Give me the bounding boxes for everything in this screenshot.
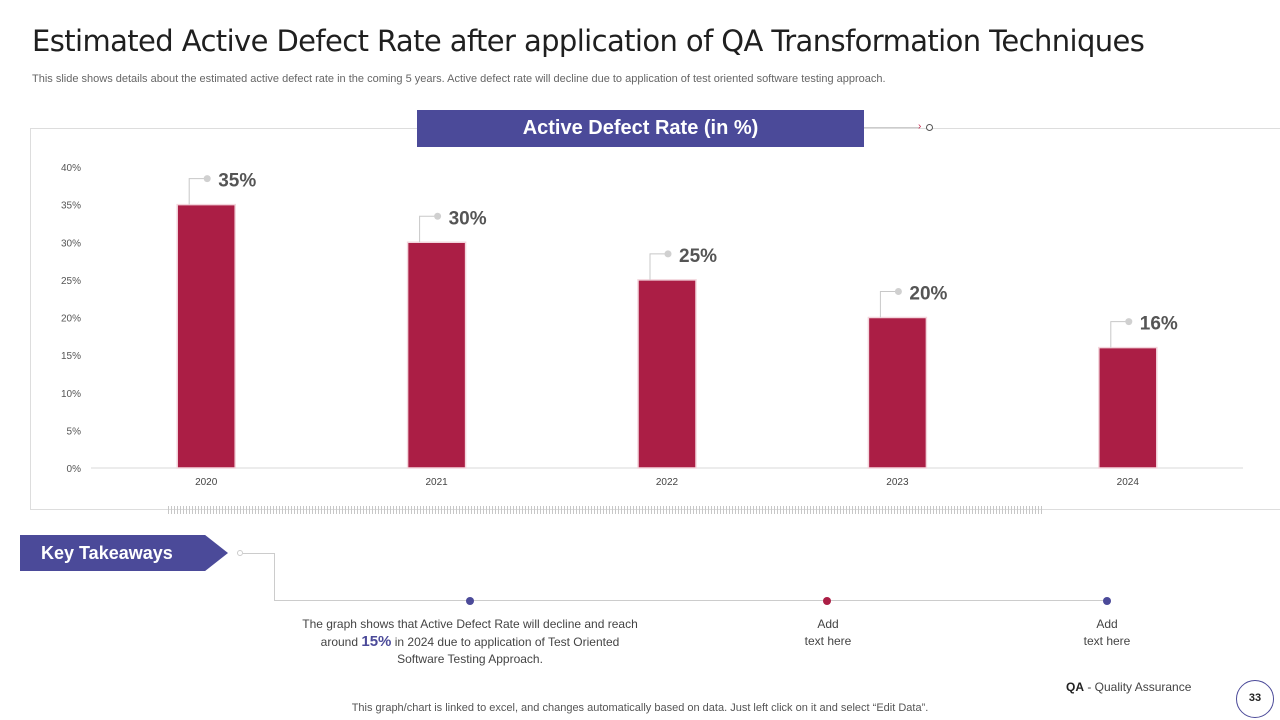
page-number: 33 — [1236, 680, 1274, 718]
footnote: This graph/chart is linked to excel, and… — [0, 702, 1280, 714]
chevron-right-icon: › — [918, 121, 922, 132]
decorative-hatch-strip — [168, 506, 1042, 514]
y-tick-label: 10% — [61, 389, 81, 400]
connector-line — [243, 553, 275, 554]
y-tick-label: 0% — [67, 464, 82, 475]
y-tick-label: 40% — [61, 163, 81, 174]
y-tick-label: 25% — [61, 276, 81, 287]
data-label: 35% — [218, 171, 256, 192]
callout-line — [879, 291, 897, 318]
takeaway-text-3[interactable]: Add text here — [1047, 616, 1167, 650]
takeaway-placeholder-line1: Add — [1096, 617, 1118, 631]
callout-dot-icon — [434, 212, 442, 220]
footer-abbr: QA — [1066, 680, 1084, 694]
callout-dot-icon — [203, 175, 211, 183]
x-tick-label: 2024 — [1117, 477, 1140, 488]
y-tick-label: 20% — [61, 314, 81, 325]
bar-2020[interactable] — [176, 203, 236, 469]
y-tick-label: 35% — [61, 201, 81, 212]
timeline-dot-icon — [823, 597, 831, 605]
footer-qa-label: QA - Quality Assurance — [1066, 680, 1191, 694]
footnote-text: This graph/chart is linked to excel, and… — [351, 702, 929, 714]
x-tick-label: 2021 — [425, 477, 448, 488]
y-tick-label: 30% — [61, 238, 81, 249]
connector-line — [274, 553, 275, 601]
callout-line — [649, 253, 666, 280]
takeaway-text-pre: The graph shows that Active Defect Rate … — [302, 617, 638, 649]
connector-dot-icon — [237, 550, 243, 556]
callout-dot-icon — [894, 288, 902, 295]
x-tick-label: 2020 — [195, 477, 218, 488]
slide-title: Estimated Active Defect Rate after appli… — [32, 24, 1145, 58]
timeline-line — [274, 600, 1110, 601]
takeaway-text-1: The graph shows that Active Defect Rate … — [296, 616, 644, 668]
data-label: 30% — [449, 208, 487, 229]
y-tick-label: 5% — [67, 426, 82, 437]
slide-subtitle: This slide shows details about the estim… — [32, 73, 886, 85]
callout-line — [1110, 321, 1127, 348]
key-takeaways-label: Key Takeaways — [20, 535, 228, 571]
y-tick-label: 15% — [61, 351, 81, 362]
data-label: 16% — [1140, 314, 1178, 335]
header-connector-line — [864, 127, 920, 128]
callout-dot-icon — [664, 250, 672, 258]
footer-label: - Quality Assurance — [1087, 680, 1192, 694]
data-label: 25% — [679, 246, 717, 267]
timeline-dot-icon — [466, 597, 474, 605]
x-tick-label: 2023 — [886, 477, 909, 488]
bar-2024[interactable] — [1098, 346, 1158, 469]
callout-line — [419, 215, 436, 243]
takeaway-text-post: in 2024 due to application of Test Orien… — [391, 635, 620, 666]
callout-line — [188, 178, 206, 205]
callout-dot-icon — [1125, 318, 1133, 326]
takeaway-placeholder-line1: Add — [817, 617, 839, 631]
data-label: 20% — [909, 284, 947, 305]
header-dot-icon — [926, 124, 933, 131]
chart-header: Active Defect Rate (in %) — [417, 110, 864, 147]
takeaway-placeholder-line2: text here — [804, 634, 852, 648]
x-tick-label: 2022 — [656, 477, 679, 488]
takeaway-highlight-value: 15% — [361, 633, 392, 650]
takeaway-placeholder-line2: text here — [1083, 634, 1131, 648]
bar-2023[interactable] — [867, 316, 928, 469]
timeline-dot-icon — [1103, 597, 1111, 605]
takeaway-text-2[interactable]: Add text here — [768, 616, 888, 650]
bar-2022[interactable] — [637, 279, 697, 469]
bar-2021[interactable] — [406, 241, 467, 469]
